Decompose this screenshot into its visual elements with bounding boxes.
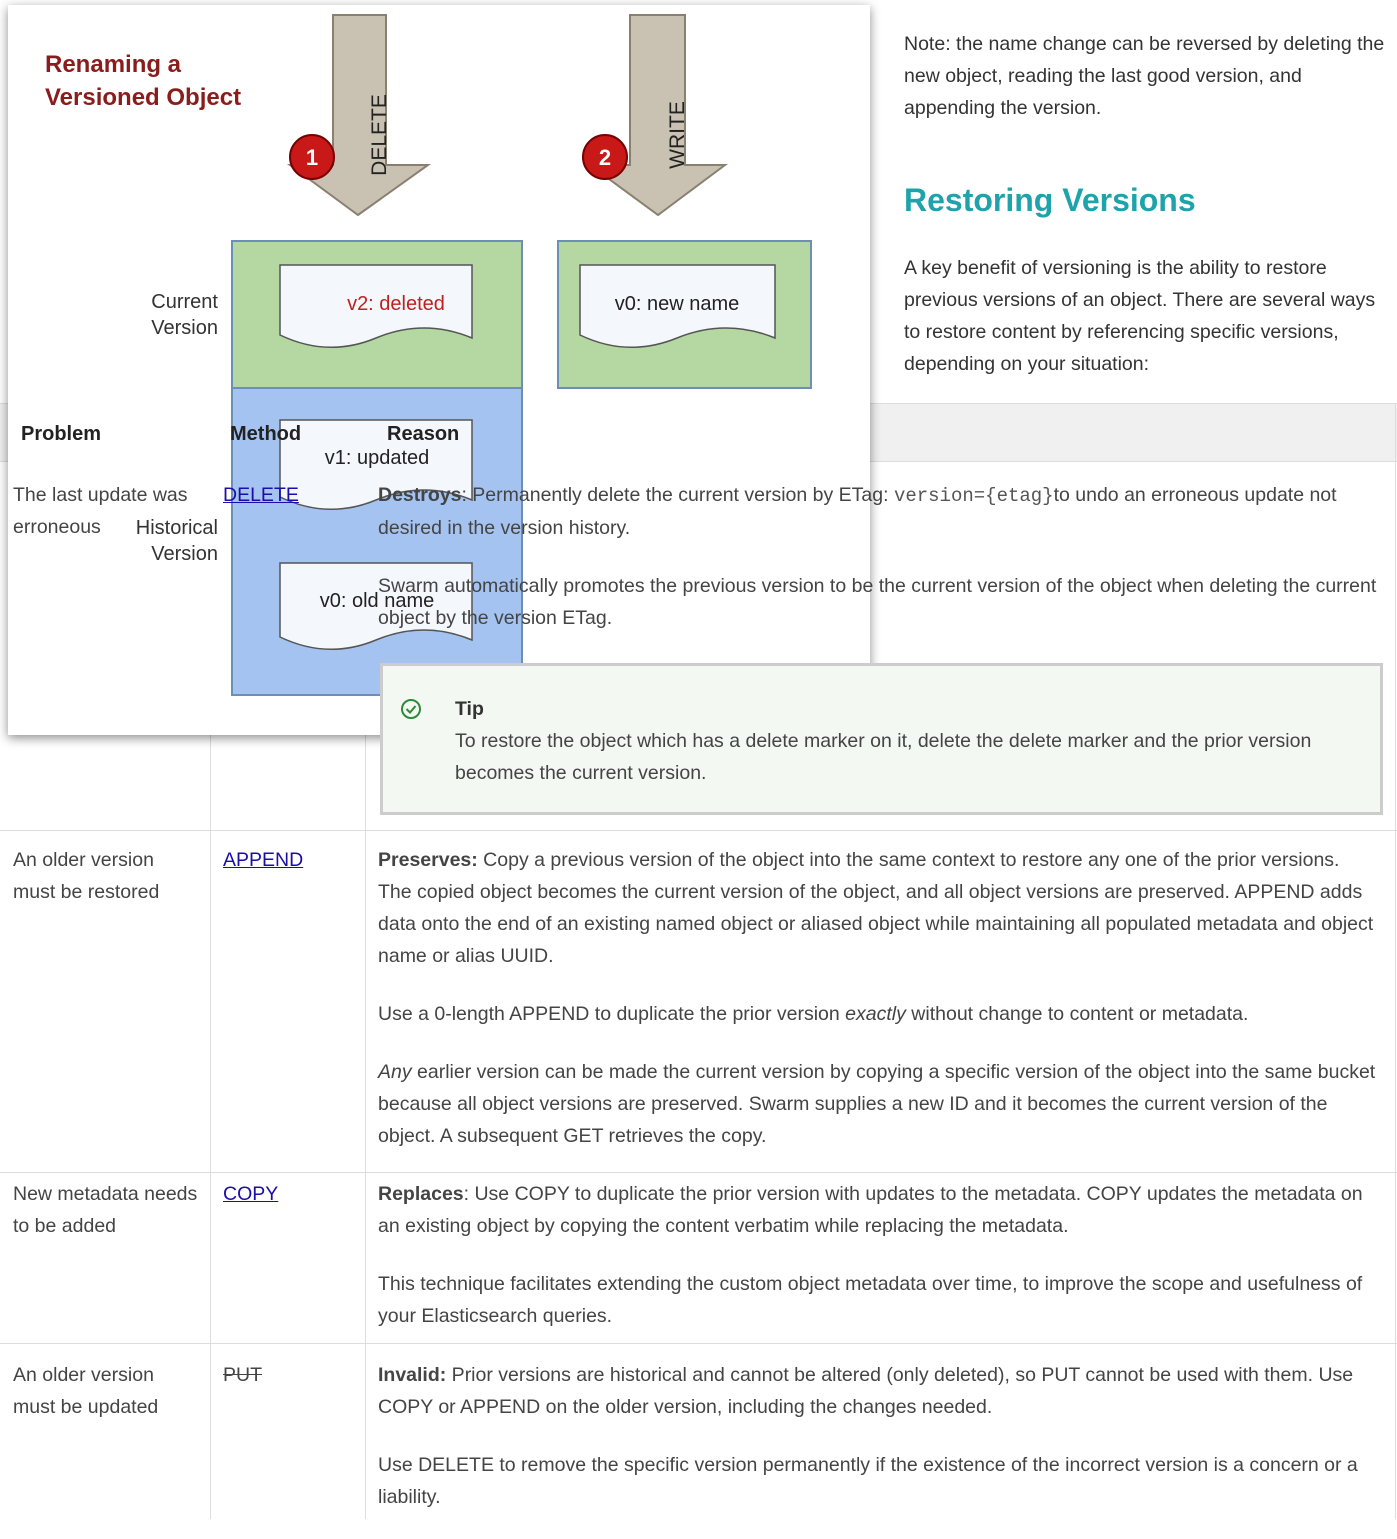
text: without change to content or metadata.: [905, 1003, 1249, 1025]
method-link[interactable]: APPEND: [223, 849, 304, 871]
method: PUT: [223, 1364, 262, 1386]
reason: Replaces: Use COPY to duplicate the prio…: [378, 1178, 1378, 1358]
row-border: [0, 1343, 1397, 1344]
paragraph: This technique facilitates extending the…: [378, 1273, 1363, 1327]
italic: exactly: [845, 1003, 906, 1025]
reason: Preserves: Copy a previous version of th…: [378, 844, 1378, 1178]
doc-shapes: [279, 264, 776, 651]
paragraph: Destroys: Permanently delete the current…: [378, 479, 1378, 544]
row-border: [0, 1172, 1397, 1173]
diagram-title: Renaming a: [45, 51, 182, 78]
text: : Permanently delete the current version…: [461, 484, 894, 506]
step-badge: [582, 134, 628, 180]
table-header: Method: [230, 423, 302, 445]
bold: Preserves:: [378, 849, 478, 871]
paragraph: Any earlier version can be made the curr…: [378, 1056, 1378, 1152]
side-label: Version: [151, 317, 218, 339]
code: version={etag}: [893, 485, 1054, 507]
doc-label: v1: updated: [325, 447, 430, 469]
col-border: [210, 460, 211, 1519]
arrow: [586, 14, 729, 217]
method-link[interactable]: DELETE: [223, 484, 299, 506]
diagram-title: Versioned Object: [45, 84, 241, 111]
paragraph: Use a 0-length APPEND to duplicate the p…: [378, 998, 1378, 1030]
table-header: Problem: [21, 423, 102, 445]
text: Prior versions are historical and cannot…: [378, 1364, 1354, 1418]
doc-label: v0: new name: [615, 293, 740, 315]
text: to undo an erroneous update not desired …: [378, 484, 1337, 539]
arrow-label: WRITE: [666, 101, 689, 169]
step-number: 1: [306, 145, 318, 170]
tip-box: Tip To restore the object which has a de…: [380, 663, 1383, 815]
method: APPEND: [223, 844, 303, 876]
problem: The last update was erroneous: [13, 484, 188, 538]
step-number: 2: [599, 145, 611, 170]
arrow: [286, 14, 432, 217]
tip-text: To restore the object which has a delete…: [455, 730, 1312, 784]
method: COPY: [223, 1178, 278, 1210]
side-label: Current: [151, 291, 218, 313]
col-border: [1395, 403, 1396, 1519]
tip-icon: [401, 699, 421, 719]
bold: Invalid:: [378, 1364, 447, 1386]
row-border: [0, 830, 1397, 831]
heading: Restoring Versions: [904, 182, 1196, 218]
paragraph: Preserves: Copy a previous version of th…: [378, 844, 1378, 972]
problem: An older version must be restored: [13, 849, 160, 903]
table-header: Reason: [387, 423, 460, 445]
doc-label: v2: deleted: [347, 293, 445, 315]
text: Copy a previous version of the object in…: [378, 849, 1374, 967]
step-badge: [289, 134, 335, 180]
bold: Destroys: [378, 484, 462, 506]
text: earlier version can be made the current …: [378, 1061, 1376, 1147]
italic: Any: [378, 1061, 412, 1083]
method-link[interactable]: COPY: [223, 1183, 279, 1205]
side-label: Historical: [136, 517, 218, 539]
tip-title: Tip: [455, 698, 484, 720]
paragraph: Swarm automatically promotes the previou…: [378, 575, 1377, 629]
problem: An older version must be updated: [13, 1364, 159, 1418]
paragraph: Replaces: Use COPY to duplicate the prio…: [378, 1178, 1378, 1242]
diagram: Renaming a Versioned Object DELETE 1 WRI…: [45, 14, 812, 696]
col-border: [365, 460, 366, 1519]
image-popup[interactable]: Renaming a Versioned Object DELETE 1 WRI…: [8, 5, 870, 735]
reason: Invalid: Prior versions are historical a…: [378, 1359, 1378, 1539]
reason: Destroys: Permanently delete the current…: [378, 479, 1378, 660]
side-label: Version: [151, 543, 218, 565]
bold: Replaces: [378, 1183, 464, 1205]
problem: New metadata needs to be added: [13, 1183, 198, 1237]
method: DELETE: [223, 479, 299, 511]
arrow-label: DELETE: [368, 94, 391, 176]
note: Note: the name change can be reversed by…: [904, 33, 1385, 119]
paragraph: Use DELETE to remove the specific versio…: [378, 1454, 1358, 1508]
intro: A key benefit of versioning is the abili…: [904, 257, 1376, 375]
text: Use a 0-length APPEND to duplicate the p…: [378, 1003, 846, 1025]
text: : Use COPY to duplicate the prior versio…: [378, 1183, 1363, 1237]
paragraph: Invalid: Prior versions are historical a…: [378, 1359, 1378, 1423]
doc-label: v0: old name: [320, 590, 435, 612]
